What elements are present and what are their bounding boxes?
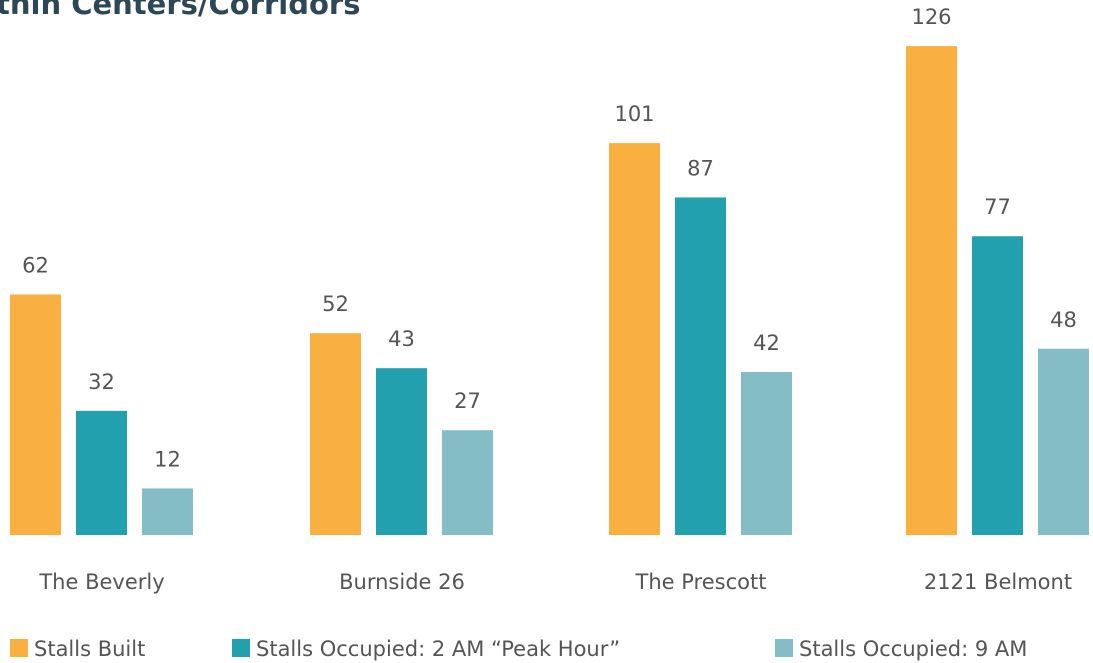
bar bbox=[906, 46, 957, 536]
legend-swatch bbox=[232, 639, 250, 657]
bar bbox=[972, 236, 1023, 536]
bar bbox=[76, 410, 127, 535]
chart-title: thin Centers/Corridors bbox=[0, 0, 360, 21]
data-label: 43 bbox=[388, 327, 415, 351]
data-label: 12 bbox=[154, 447, 181, 471]
x-tick-label: The Beverly bbox=[38, 570, 164, 594]
data-label: 27 bbox=[454, 389, 481, 413]
bar bbox=[741, 372, 792, 535]
data-label: 77 bbox=[984, 195, 1011, 219]
data-label: 52 bbox=[322, 292, 349, 316]
x-tick-label: Burnside 26 bbox=[339, 570, 465, 594]
bar bbox=[310, 333, 361, 535]
bar bbox=[442, 430, 493, 535]
data-label: 32 bbox=[88, 370, 115, 394]
data-label: 126 bbox=[911, 5, 951, 29]
bar bbox=[675, 197, 726, 535]
bar bbox=[609, 143, 660, 535]
legend-label: Stalls Occupied: 2 AM “Peak Hour” bbox=[256, 637, 620, 661]
x-tick-label: 2121 Belmont bbox=[924, 570, 1072, 594]
data-label: 42 bbox=[753, 331, 780, 355]
x-tick-label: The Prescott bbox=[635, 570, 767, 594]
bar bbox=[10, 294, 61, 535]
legend-swatch bbox=[10, 639, 28, 657]
data-label: 101 bbox=[614, 102, 654, 126]
bar bbox=[142, 488, 193, 535]
legend-swatch bbox=[775, 639, 793, 657]
data-label: 62 bbox=[22, 253, 49, 277]
legend-label: Stalls Built bbox=[34, 637, 145, 661]
data-label: 48 bbox=[1050, 308, 1077, 332]
data-label: 87 bbox=[687, 156, 714, 180]
bar bbox=[376, 368, 427, 535]
bar bbox=[1038, 348, 1089, 535]
legend-label: Stalls Occupied: 9 AM bbox=[799, 637, 1027, 661]
